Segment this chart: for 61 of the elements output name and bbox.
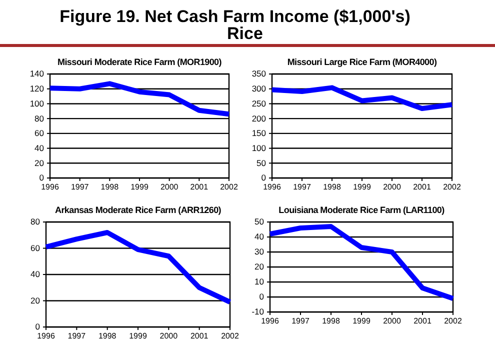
y-tick-label: 40 [254,232,264,242]
y-tick-label: 10 [254,276,264,287]
y-tick-label: 300 [252,84,266,94]
y-tick-label: 40 [34,143,44,154]
x-tick-label: 2002 [220,182,238,192]
y-tick-label: 0 [261,172,266,183]
y-tick-label: 0 [35,322,40,332]
x-tick-label: 1998 [323,182,342,192]
chart-subtitle: Missouri Large Rice Farm (MOR4000) [287,57,437,67]
y-tick-label: -10 [252,306,264,317]
x-tick-label: 2001 [190,332,209,341]
y-tick-label: 80 [34,113,44,124]
x-tick-label: 2001 [190,182,209,192]
y-tick-label: 140 [30,68,44,79]
x-tick-label: 1999 [353,182,372,192]
chart-subtitle: Arkansas Moderate Rice Farm (ARR1260) [55,205,222,215]
x-tick-label: 1997 [292,316,310,326]
x-tick-label: 2001 [413,182,432,192]
x-tick-label: 1999 [352,316,371,326]
x-tick-label: 1999 [129,332,148,341]
x-tick-label: 1996 [261,316,280,326]
y-tick-label: 120 [30,84,44,94]
y-tick-label: 350 [252,68,266,79]
chart-subtitle: Louisiana Moderate Rice Farm (LAR1100) [278,205,445,215]
y-tick-label: 80 [30,216,40,227]
x-tick-label: 1997 [70,182,90,192]
y-tick-label: 200 [252,113,266,124]
y-tick-label: 100 [30,98,44,108]
x-tick-label: 1996 [41,182,60,192]
x-tick-label: 1996 [37,332,56,341]
y-tick-label: 60 [30,242,40,253]
y-tick-label: 0 [39,172,44,183]
y-tick-label: 150 [252,128,266,138]
x-tick-label: 2001 [414,316,432,326]
y-tick-label: 20 [30,295,40,306]
chart-subtitle: Missouri Moderate Rice Farm (MOR1900) [58,57,222,67]
x-tick-label: 2000 [383,182,402,192]
x-tick-label: 1998 [322,316,340,326]
x-tick-label: 1997 [293,182,312,192]
x-tick-label: 2000 [160,182,179,192]
y-tick-label: 50 [256,158,266,168]
x-tick-label: 1998 [98,332,117,341]
y-tick-label: 30 [254,246,264,257]
y-tick-label: 40 [30,269,40,280]
y-tick-label: 100 [252,143,266,154]
x-tick-label: 2002 [444,316,462,326]
chart-title: Figure 19. Net Cash Farm Income ($1,000's) Rice [60,7,410,43]
x-tick-label: 1998 [100,182,120,192]
y-tick-label: 50 [254,216,264,227]
y-tick-label: 20 [254,262,264,272]
x-tick-label: 2002 [221,332,240,341]
x-tick-label: 1996 [263,182,282,192]
y-tick-label: 60 [34,128,44,138]
x-tick-label: 2000 [383,316,402,326]
x-tick-label: 1999 [130,182,149,192]
x-tick-label: 2002 [443,182,462,192]
y-tick-label: 250 [252,98,266,108]
y-tick-label: 20 [34,158,44,168]
x-tick-label: 1997 [68,332,86,341]
x-tick-label: 2000 [160,332,178,341]
y-tick-label: 0 [259,292,264,302]
